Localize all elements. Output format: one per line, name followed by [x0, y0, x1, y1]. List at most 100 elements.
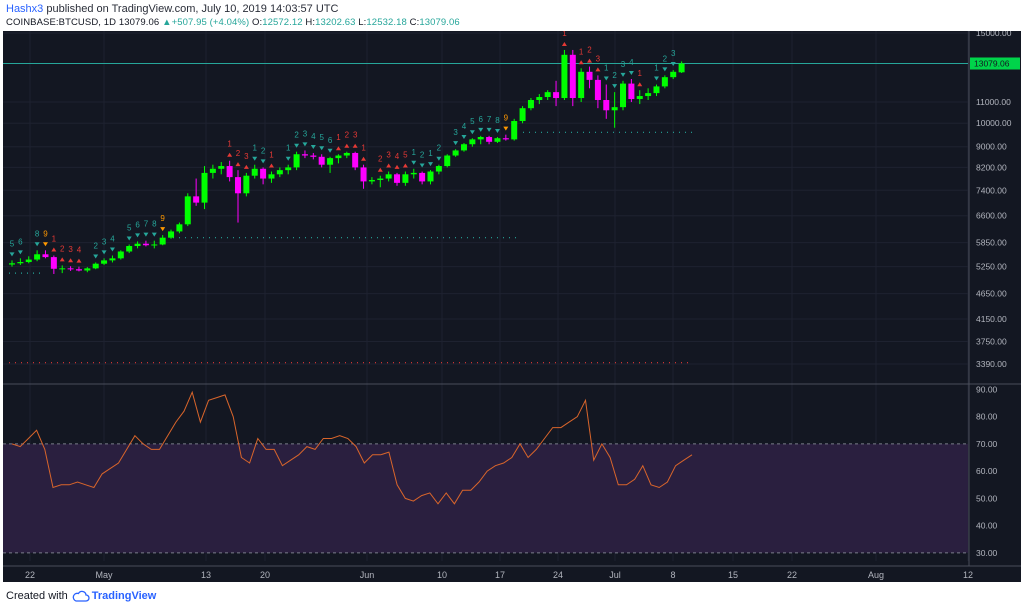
td-setup-count: 4 — [629, 58, 634, 67]
buy-setup-triangle — [160, 227, 166, 232]
candle-body — [645, 93, 652, 97]
x-tick-label: 10 — [437, 570, 447, 580]
price-axis-label: 3750.00 — [976, 337, 1007, 347]
x-tick-label: 12 — [963, 570, 973, 580]
candle-body — [368, 179, 375, 182]
candle-body — [92, 263, 99, 269]
candle-body — [234, 177, 241, 194]
candle-body — [84, 268, 91, 271]
td-setup-count: 2 — [612, 71, 617, 80]
rsi-axis-label: 90.00 — [976, 384, 998, 394]
candle-body — [628, 83, 635, 100]
sell-setup-triangle — [227, 152, 233, 157]
td-setup-count: 5 — [10, 239, 15, 248]
price-axis-label: 10000.00 — [976, 118, 1012, 128]
candle-body — [444, 155, 451, 167]
td-setup-count: 1 — [604, 64, 609, 73]
rsi-axis-label: 40.00 — [976, 521, 998, 531]
buy-setup-triangle — [319, 146, 325, 151]
buy-setup-triangle — [9, 252, 15, 257]
x-tick-label: 24 — [553, 570, 563, 580]
sell-setup-triangle — [394, 164, 400, 169]
sell-setup-triangle — [235, 162, 241, 167]
price-axis-label: 9000.00 — [976, 142, 1007, 152]
td-setup-count: 1 — [253, 144, 258, 153]
close-value: 13079.06 — [419, 17, 460, 28]
td-setup-count: 1 — [269, 151, 274, 160]
td-setup-count: 1 — [52, 234, 57, 243]
tradingview-brand[interactable]: TradingView — [72, 590, 157, 602]
x-tick-label: Jul — [609, 570, 621, 580]
x-tick-label: Jun — [360, 570, 375, 580]
x-tick-label: 20 — [260, 570, 270, 580]
td-setup-count: 9 — [160, 214, 165, 223]
chart-canvas[interactable]: 22 May 13 20 Jun 10 17 24 Jul 8 15 22 Aug 1215000.001… — [3, 28, 1021, 582]
low-label: L: — [358, 17, 367, 28]
buy-setup-triangle — [612, 84, 618, 89]
created-with-text: Created with — [6, 590, 68, 602]
candle-body — [377, 178, 384, 180]
td-setup-count: 2 — [236, 149, 241, 158]
buy-setup-triangle — [143, 232, 149, 237]
candle-body — [360, 167, 367, 182]
buy-setup-triangle — [310, 144, 316, 149]
buy-setup-triangle — [17, 250, 23, 255]
candle-body — [611, 107, 618, 111]
change-up-icon: ▲ — [162, 17, 172, 28]
candle-body — [142, 243, 149, 246]
candle-body — [301, 154, 308, 156]
sell-setup-triangle — [76, 258, 82, 263]
candle-body — [50, 257, 57, 269]
td-setup-count: 3 — [596, 54, 601, 63]
td-setup-count: 1 — [227, 140, 232, 149]
x-tick-label: 22 — [25, 570, 35, 580]
high-value: 13202.63 — [315, 17, 356, 28]
price-axis-label: 6600.00 — [976, 211, 1007, 221]
candle-body — [159, 237, 166, 245]
candle-body — [226, 166, 233, 178]
td-setup-count: 8 — [152, 220, 157, 229]
td-setup-count: 1 — [562, 31, 567, 38]
buy-setup-triangle — [285, 156, 291, 161]
sell-setup-triangle — [561, 41, 567, 46]
td-setup-count: 3 — [453, 128, 458, 137]
price-axis-label: 5250.00 — [976, 262, 1007, 272]
author-link[interactable]: Hashx3 — [6, 3, 44, 15]
candle-body — [285, 167, 292, 171]
x-tick-label: 17 — [495, 570, 505, 580]
sell-setup-triangle — [386, 163, 392, 168]
td-setup-count: 1 — [579, 47, 584, 56]
buy-setup-triangle — [135, 233, 141, 238]
sell-setup-triangle — [51, 247, 57, 252]
candle-body — [268, 174, 275, 179]
rsi-axis-label: 60.00 — [976, 466, 998, 476]
candle-body — [134, 243, 141, 247]
td-setup-count: 9 — [43, 229, 48, 238]
price-axis-label: 3390.00 — [976, 359, 1007, 369]
candle-body — [352, 152, 359, 168]
buy-setup-triangle — [662, 67, 668, 72]
buy-setup-triangle — [34, 242, 40, 247]
candle-body — [678, 63, 685, 73]
td-setup-count: 4 — [110, 234, 115, 243]
buy-setup-triangle — [653, 76, 659, 81]
candle-body — [544, 92, 551, 98]
buy-setup-triangle — [428, 162, 433, 167]
buy-setup-triangle — [419, 163, 425, 168]
candle-body — [603, 100, 610, 111]
sell-setup-triangle — [637, 82, 643, 87]
sell-setup-triangle — [59, 257, 65, 262]
candle-body — [59, 268, 66, 270]
x-tick-label: 13 — [201, 570, 211, 580]
td-setup-count: 2 — [60, 244, 65, 253]
brand-name: TradingView — [91, 590, 157, 602]
symbol-name[interactable]: COINBASE:BTCUSD, 1D — [6, 17, 117, 28]
rsi-axis-label: 30.00 — [976, 548, 998, 558]
chart-area[interactable]: 22 May 13 20 Jun 10 17 24 Jul 8 15 22 Aug 12 15000.00 1… — [3, 28, 1021, 582]
buy-setup-triangle — [628, 70, 634, 75]
price-axis-label: 4650.00 — [976, 289, 1007, 299]
rsi-axis-label: 50.00 — [976, 493, 998, 503]
candle-body — [486, 137, 493, 142]
sell-setup-triangle — [335, 146, 341, 151]
candle-body — [126, 246, 133, 252]
